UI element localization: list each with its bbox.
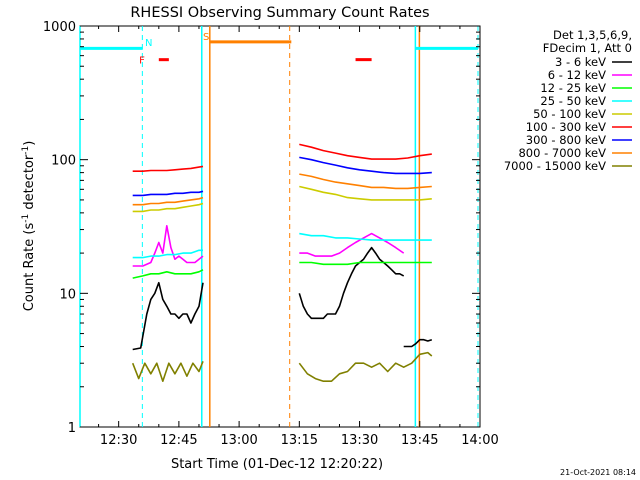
series-5-line-0 <box>132 165 204 172</box>
legend-label-1: 6 - 12 keV <box>548 68 606 82</box>
y-axis-label-sup2: -1 <box>21 146 31 155</box>
timestamp: 21-Oct-2021 08:14 <box>560 468 636 477</box>
legend-label-2: 12 - 25 keV <box>540 81 606 95</box>
legend-label-4: 50 - 100 keV <box>533 107 606 121</box>
series-layer <box>131 143 433 383</box>
legend-header-line-1: Det 1,3,5,6,9, <box>553 28 632 42</box>
series-7 <box>132 173 432 206</box>
y-tick-label-3: 1000 <box>43 20 76 35</box>
series-4-line-1 <box>299 185 432 201</box>
y-tick-label-0: 1 <box>68 421 76 436</box>
series-3-line-1 <box>299 232 432 241</box>
legend-label-6: 300 - 800 keV <box>526 133 606 147</box>
series-0 <box>132 246 433 351</box>
overlay-letter-1: F <box>139 56 145 67</box>
series-0-line-2 <box>403 338 433 348</box>
overlay-letter-0: N <box>145 38 152 49</box>
axis-layer: 12:30 12:45 13:00 13:15 13:30 13:45 14:00 1 10 10… <box>43 20 499 448</box>
series-1-line-0 <box>132 225 204 267</box>
x-tick-label-4: 13:30 <box>341 433 378 448</box>
x-tick-label-6: 14:00 <box>461 433 498 448</box>
y-axis-label: Count Rate (s-1 detector-1) <box>21 141 37 312</box>
series-1-line-1 <box>299 232 405 257</box>
series-2-line-0 <box>132 269 204 279</box>
series-3 <box>132 232 432 259</box>
y-axis-label-end: ) <box>22 141 37 146</box>
x-axis-label: Start Time (01-Dec-12 12:20:22) <box>171 457 383 472</box>
y-axis-label-mid: detector <box>22 154 37 214</box>
series-6-line-1 <box>299 156 432 175</box>
y-axis-label-main: Count Rate (s <box>22 223 37 312</box>
chart-title: RHESSI Observing Summary Count Rates <box>130 5 429 21</box>
x-tick-label-3: 13:15 <box>281 433 318 448</box>
series-5-line-1 <box>299 143 432 160</box>
legend-label-3: 25 - 50 keV <box>540 94 606 108</box>
legend-label-0: 3 - 6 keV <box>555 55 606 69</box>
series-2 <box>132 261 432 279</box>
x-tick-label-1: 12:45 <box>160 433 197 448</box>
series-2-line-1 <box>299 261 432 266</box>
series-7-line-1 <box>299 173 432 190</box>
series-1 <box>132 225 405 267</box>
x-tick-label-5: 13:45 <box>401 433 438 448</box>
legend-label-8: 7000 - 15000 keV <box>504 159 606 173</box>
series-8-line-1 <box>298 351 433 383</box>
y-axis-label-sup1: -1 <box>21 214 31 223</box>
series-6-line-0 <box>132 190 204 197</box>
series-6 <box>132 156 432 197</box>
overlay-layer: NF S <box>79 26 479 427</box>
x-tick-label-0: 12:30 <box>100 433 137 448</box>
x-tick-label-2: 13:00 <box>220 433 257 448</box>
legend-label-5: 100 - 300 keV <box>526 120 606 134</box>
y-tick-label-1: 10 <box>59 287 76 302</box>
y-tick-label-2: 100 <box>51 154 76 169</box>
series-4 <box>132 185 432 213</box>
overlay-letter-2: S <box>203 32 209 43</box>
legend-header-line-2: FDecim 1, Att 0 <box>543 41 632 55</box>
series-0-line-1 <box>298 246 405 320</box>
series-0-line-0 <box>132 281 204 351</box>
series-8 <box>131 351 433 383</box>
series-5 <box>132 143 432 172</box>
series-4-line-0 <box>132 202 204 213</box>
legend-label-7: 800 - 7000 keV <box>518 146 606 160</box>
legend: Det 1,3,5,6,9, FDecim 1, Att 0 3 - 6 keV… <box>504 28 632 173</box>
series-3-line-0 <box>132 249 203 259</box>
series-7-line-0 <box>132 196 204 206</box>
series-8-line-0 <box>131 361 204 383</box>
